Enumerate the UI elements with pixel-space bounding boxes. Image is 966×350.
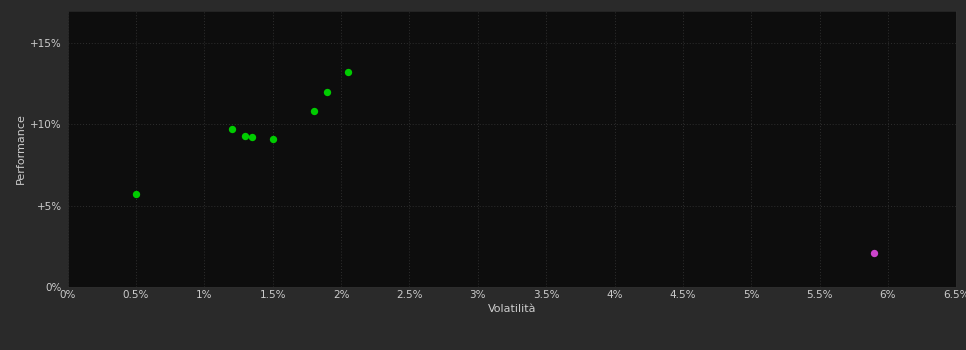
X-axis label: Volatilità: Volatilità [488,304,536,314]
Point [244,134,260,140]
Point [867,250,882,255]
Y-axis label: Performance: Performance [16,113,26,184]
Point [238,133,253,139]
Point [320,89,335,95]
Point [340,70,355,75]
Point [306,108,322,114]
Point [265,136,280,142]
Point [128,191,144,197]
Point [224,126,240,132]
